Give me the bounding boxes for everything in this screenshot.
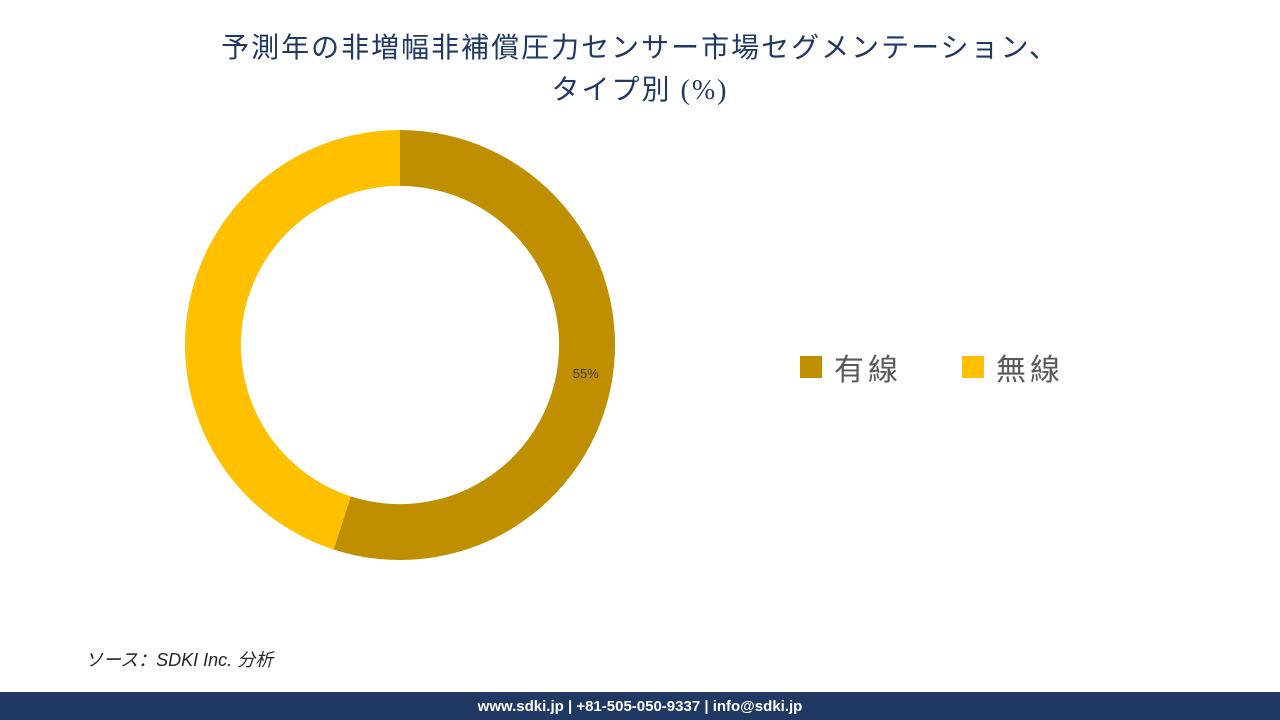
legend-item: 有線 <box>800 345 902 389</box>
legend-swatch <box>962 356 984 378</box>
legend: 有線 無線 <box>800 345 1064 389</box>
donut-slice-無線 <box>185 130 400 549</box>
donut-chart: 55% <box>185 130 615 560</box>
chart-title-line2: タイプ別 (%) <box>0 70 1280 112</box>
legend-label: 無線 <box>996 345 1064 389</box>
slide: 予測年の非増幅非補償圧力センサー市場セグメンテーション、 タイプ別 (%) 55… <box>0 0 1280 720</box>
chart-title: 予測年の非増幅非補償圧力センサー市場セグメンテーション、 タイプ別 (%) <box>0 28 1280 112</box>
chart-title-line1: 予測年の非増幅非補償圧力センサー市場セグメンテーション、 <box>0 28 1280 70</box>
slice-pct-label: 55% <box>573 366 599 381</box>
legend-label: 有線 <box>834 345 902 389</box>
legend-swatch <box>800 356 822 378</box>
chart-area: 55% <box>150 130 650 590</box>
footer-text: www.sdki.jp | +81-505-050-9337 | info@sd… <box>478 698 803 715</box>
footer-bar: www.sdki.jp | +81-505-050-9337 | info@sd… <box>0 692 1280 720</box>
donut-slice-有線 <box>334 130 615 560</box>
source-text: ソース：SDKI Inc. 分析 <box>85 646 273 672</box>
legend-item: 無線 <box>962 345 1064 389</box>
